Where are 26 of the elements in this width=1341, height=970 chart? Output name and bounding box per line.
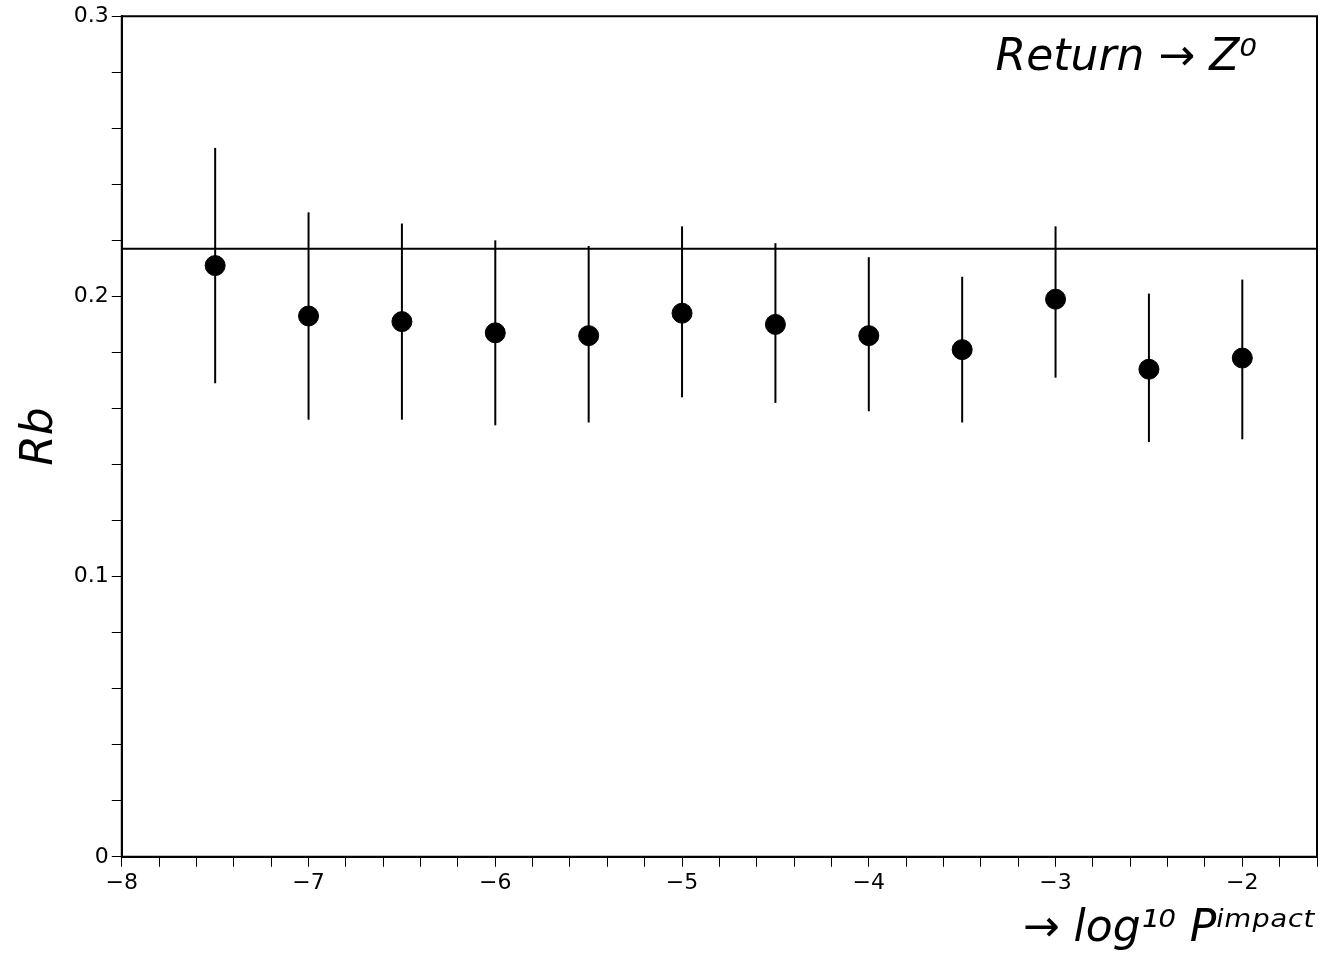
point	[951, 339, 973, 361]
x-tick-label: −4	[852, 868, 886, 894]
y-tick-label: 0.3	[73, 1, 109, 27]
point	[298, 305, 320, 327]
x-tick-label: −6	[479, 868, 512, 894]
x-tick-label: −7	[292, 868, 325, 894]
y-tick-label: 0.1	[73, 562, 109, 588]
point	[204, 255, 226, 277]
point	[1231, 347, 1253, 369]
y-tick-label: 0	[94, 842, 109, 868]
point	[578, 325, 600, 347]
point	[1138, 358, 1160, 380]
point	[858, 325, 880, 347]
annotation: Return → Z⁰	[995, 28, 1257, 80]
point	[671, 302, 693, 324]
point	[484, 322, 506, 344]
x-tick-label: −5	[665, 868, 699, 894]
x-tick-label: −3	[1039, 868, 1072, 894]
point	[764, 313, 786, 335]
x-tick-label: −8	[105, 868, 139, 894]
y-tick-label: 0.2	[73, 282, 109, 308]
point	[1045, 288, 1067, 310]
x-tick-label: −2	[1226, 868, 1259, 894]
point	[391, 311, 413, 333]
x-axis-title: → log¹⁰ Pⁱᵐᵖᵃᶜᵗ	[1022, 900, 1317, 952]
y-axis-title: Rb	[10, 407, 62, 466]
